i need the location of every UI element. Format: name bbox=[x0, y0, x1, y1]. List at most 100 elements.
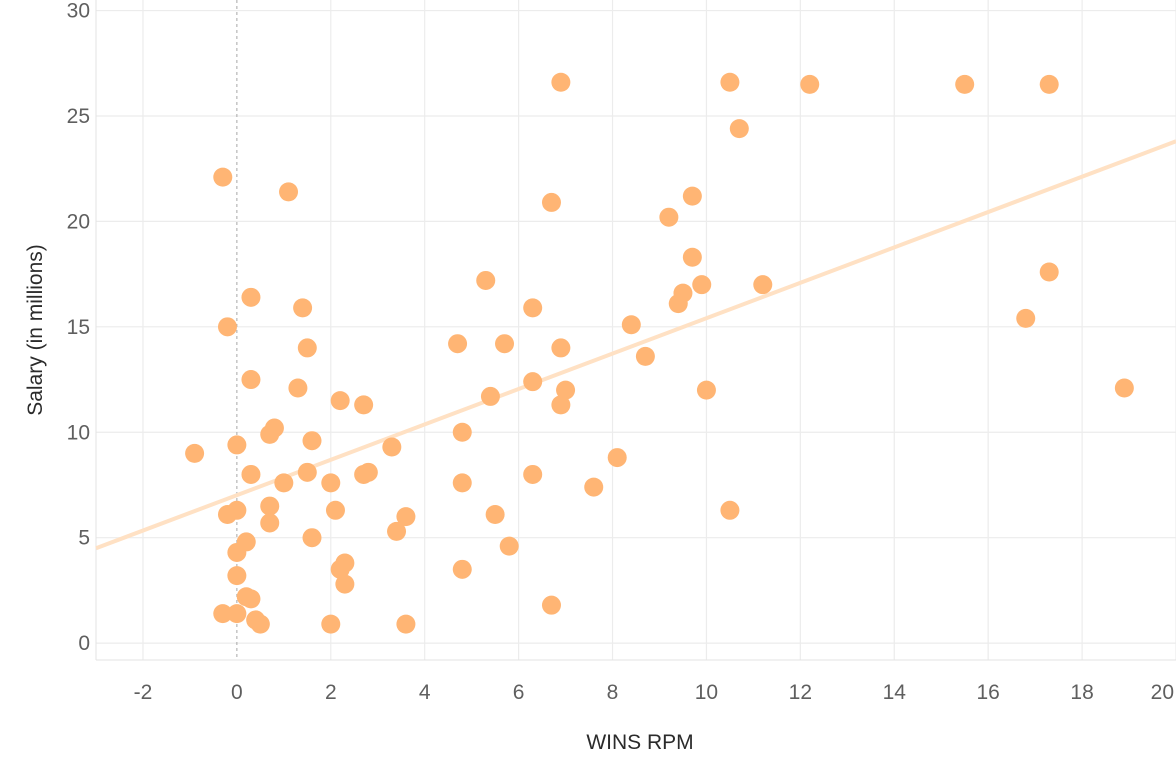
data-point[interactable] bbox=[499, 536, 519, 556]
x-tick-label: 16 bbox=[976, 681, 999, 704]
data-point[interactable] bbox=[720, 72, 740, 92]
data-point[interactable] bbox=[495, 334, 515, 354]
data-point[interactable] bbox=[387, 521, 407, 541]
x-tick-label: -2 bbox=[134, 681, 153, 704]
data-point[interactable] bbox=[621, 315, 641, 335]
data-point[interactable] bbox=[396, 507, 416, 527]
y-axis-title: Salary (in millions) bbox=[24, 244, 47, 416]
data-point[interactable] bbox=[523, 372, 543, 392]
y-tick-label: 0 bbox=[78, 632, 90, 655]
data-point[interactable] bbox=[668, 294, 688, 314]
data-point[interactable] bbox=[260, 424, 280, 444]
data-point[interactable] bbox=[250, 614, 270, 634]
x-tick-label: 10 bbox=[695, 681, 718, 704]
trend-line bbox=[95, 139, 1176, 551]
x-tick-label: 6 bbox=[513, 681, 525, 704]
x-tick-label: 14 bbox=[883, 681, 907, 704]
data-point[interactable] bbox=[523, 464, 543, 484]
data-point[interactable] bbox=[955, 74, 975, 94]
y-tick-label: 20 bbox=[67, 210, 90, 233]
x-axis-title: WINS RPM bbox=[586, 731, 693, 754]
data-point[interactable] bbox=[354, 464, 374, 484]
data-point[interactable] bbox=[696, 380, 716, 400]
data-point[interactable] bbox=[297, 462, 317, 482]
data-point[interactable] bbox=[452, 473, 472, 493]
data-point[interactable] bbox=[227, 566, 247, 586]
data-point[interactable] bbox=[551, 338, 571, 358]
data-point[interactable] bbox=[260, 496, 280, 516]
data-point[interactable] bbox=[556, 380, 576, 400]
data-point[interactable] bbox=[476, 270, 496, 290]
y-tick-label: 15 bbox=[67, 316, 90, 339]
data-point[interactable] bbox=[1039, 262, 1059, 282]
data-point[interactable] bbox=[227, 604, 247, 624]
data-point[interactable] bbox=[541, 192, 561, 212]
data-point[interactable] bbox=[452, 422, 472, 442]
data-point[interactable] bbox=[448, 334, 468, 354]
data-point[interactable] bbox=[321, 473, 341, 493]
x-tick-label: 18 bbox=[1070, 681, 1093, 704]
data-point[interactable] bbox=[241, 370, 261, 390]
data-point[interactable] bbox=[682, 186, 702, 206]
data-point[interactable] bbox=[354, 395, 374, 415]
x-tick-label: 4 bbox=[419, 681, 431, 704]
data-point[interactable] bbox=[330, 391, 350, 411]
data-point[interactable] bbox=[635, 346, 655, 366]
data-point[interactable] bbox=[217, 505, 237, 525]
data-point[interactable] bbox=[800, 74, 820, 94]
data-point[interactable] bbox=[241, 589, 261, 609]
x-tick-label: 2 bbox=[325, 681, 337, 704]
data-point[interactable] bbox=[485, 505, 505, 525]
y-tick-label: 25 bbox=[67, 105, 90, 128]
data-point[interactable] bbox=[720, 500, 740, 520]
data-point[interactable] bbox=[584, 477, 604, 497]
data-point[interactable] bbox=[607, 448, 627, 468]
data-point[interactable] bbox=[452, 559, 472, 579]
data-point[interactable] bbox=[1039, 74, 1059, 94]
data-point[interactable] bbox=[241, 287, 261, 307]
x-tick-label: 12 bbox=[789, 681, 812, 704]
data-point[interactable] bbox=[330, 559, 350, 579]
data-point[interactable] bbox=[217, 317, 237, 337]
data-point[interactable] bbox=[659, 207, 679, 227]
data-point[interactable] bbox=[729, 119, 749, 139]
x-tick-label: 8 bbox=[607, 681, 619, 704]
data-point[interactable] bbox=[227, 542, 247, 562]
data-point[interactable] bbox=[480, 386, 500, 406]
data-point[interactable] bbox=[279, 182, 299, 202]
data-point[interactable] bbox=[551, 72, 571, 92]
data-point[interactable] bbox=[241, 464, 261, 484]
data-point[interactable] bbox=[302, 431, 322, 451]
points-layer bbox=[185, 72, 1134, 634]
data-point[interactable] bbox=[213, 167, 233, 187]
data-point[interactable] bbox=[1114, 378, 1134, 398]
data-point[interactable] bbox=[325, 500, 345, 520]
tick-layer: -2 0 2 4 6 8 10 12 14 16 18 20 0 5 10 15 20 25 30 bbox=[67, 0, 1174, 704]
data-point[interactable] bbox=[753, 275, 773, 295]
x-tick-label: 20 bbox=[1151, 681, 1174, 704]
y-tick-label: 30 bbox=[67, 0, 90, 23]
data-point[interactable] bbox=[260, 513, 280, 533]
y-tick-label: 5 bbox=[78, 527, 90, 550]
x-tick-label: 0 bbox=[231, 681, 243, 704]
data-point[interactable] bbox=[227, 435, 247, 455]
data-point[interactable] bbox=[213, 604, 233, 624]
data-point[interactable] bbox=[382, 437, 402, 457]
data-point[interactable] bbox=[293, 298, 313, 318]
data-point[interactable] bbox=[682, 247, 702, 267]
data-point[interactable] bbox=[321, 614, 341, 634]
data-point[interactable] bbox=[396, 614, 416, 634]
data-point[interactable] bbox=[335, 574, 355, 594]
data-point[interactable] bbox=[523, 298, 543, 318]
data-point[interactable] bbox=[185, 443, 205, 463]
data-point[interactable] bbox=[692, 275, 712, 295]
data-point[interactable] bbox=[297, 338, 317, 358]
data-point[interactable] bbox=[274, 473, 294, 493]
data-point[interactable] bbox=[1016, 308, 1036, 328]
data-point[interactable] bbox=[551, 395, 571, 415]
data-point[interactable] bbox=[302, 528, 322, 548]
data-point[interactable] bbox=[288, 378, 308, 398]
data-point[interactable] bbox=[541, 595, 561, 615]
y-tick-label: 10 bbox=[67, 421, 90, 444]
